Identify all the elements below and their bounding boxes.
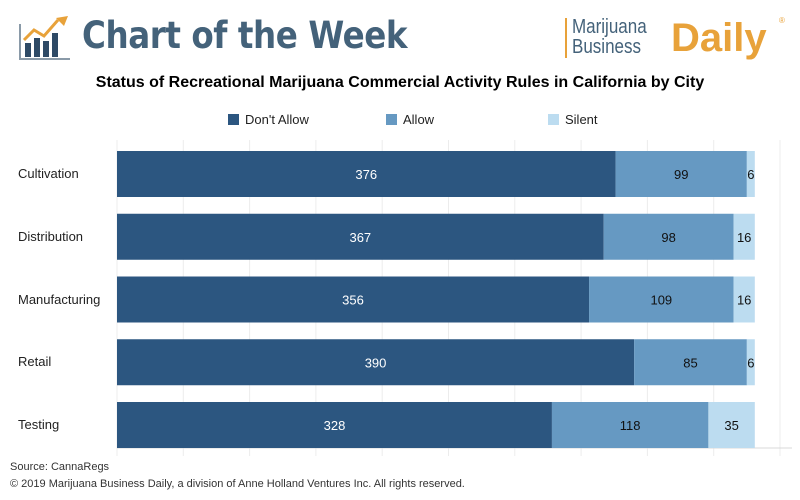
legend-item-silent: Silent xyxy=(548,112,598,127)
bar-testing-don-t-allow xyxy=(117,402,552,448)
legend-item-dont-allow: Don't Allow xyxy=(228,112,309,127)
data-label: 328 xyxy=(324,418,346,433)
data-label: 367 xyxy=(349,230,371,245)
bar-retail-don-t-allow xyxy=(117,339,635,386)
data-label: 109 xyxy=(650,293,672,308)
data-label: 35 xyxy=(724,418,738,433)
legend-item-allow: Allow xyxy=(386,112,434,127)
copyright-note: © 2019 Marijuana Business Daily, a divis… xyxy=(10,478,465,490)
category-label: Retail xyxy=(18,354,52,369)
data-label: 99 xyxy=(674,167,688,182)
chart-logo-icon xyxy=(19,16,70,60)
bar-cultivation-don-t-allow xyxy=(117,151,616,197)
data-label: 6 xyxy=(747,355,754,370)
bar-chart-trend-icon xyxy=(19,16,70,60)
bar-testing-silent xyxy=(708,402,755,448)
bar-cultivation-silent xyxy=(746,151,755,197)
bar-retail-silent xyxy=(746,339,755,386)
category-label: Cultivation xyxy=(18,166,79,181)
bar-distribution-allow xyxy=(603,213,734,260)
category-label: Distribution xyxy=(18,229,84,244)
data-label: 85 xyxy=(683,355,697,370)
data-label: 118 xyxy=(620,418,641,433)
bar-distribution-silent xyxy=(733,213,755,260)
bar-manufacturing-silent xyxy=(733,276,755,323)
source-note: Source: CannaRegs xyxy=(10,461,110,473)
data-label: 98 xyxy=(661,230,675,245)
category-label: Manufacturing xyxy=(18,292,101,307)
data-label: 376 xyxy=(355,167,377,182)
category-label: Testing xyxy=(18,417,60,432)
bar-manufacturing-don-t-allow xyxy=(117,276,590,323)
bar-manufacturing-allow xyxy=(589,276,734,323)
bar-testing-allow xyxy=(551,402,709,448)
data-label: 390 xyxy=(365,355,387,370)
data-label: 356 xyxy=(342,293,364,308)
bar-distribution-don-t-allow xyxy=(117,213,604,260)
chart-title: Status of Recreational Marijuana Commerc… xyxy=(95,74,705,91)
plot-area: 376 99 6 367 98 16 356 109 16 390 85 6 328 118 35 xyxy=(116,140,792,456)
logo-line1: Marijuana xyxy=(572,16,647,38)
data-label: 6 xyxy=(747,167,754,182)
bar-retail-allow xyxy=(634,339,747,386)
logo-line2: Business xyxy=(572,36,641,58)
data-label: 16 xyxy=(737,293,751,308)
data-label: 16 xyxy=(737,230,751,245)
bar-cultivation-allow xyxy=(615,151,747,197)
header-title: Chart of the Week xyxy=(82,14,408,57)
logo-daily: Daily xyxy=(671,16,767,60)
logo-registered: ® xyxy=(779,16,785,25)
